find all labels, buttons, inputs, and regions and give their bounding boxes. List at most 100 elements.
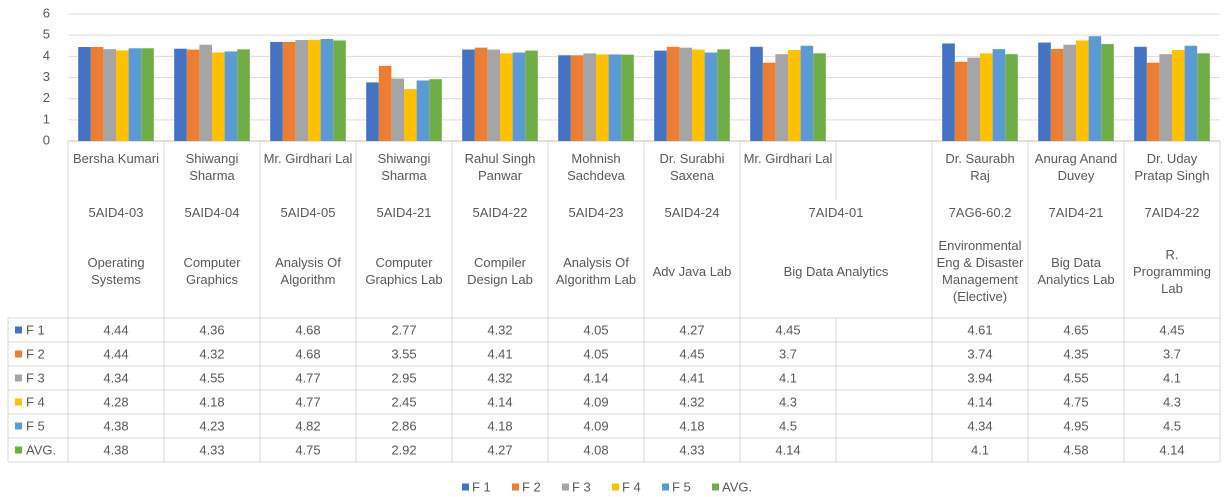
bar: [608, 54, 622, 142]
row-label: F 3: [26, 370, 45, 385]
subject-label: Big Data Analytics: [783, 263, 889, 279]
table-value: 2.95: [391, 370, 416, 385]
code-label: 5AID4-21: [376, 205, 432, 220]
table-value: 4.5: [1163, 418, 1181, 433]
table-value: 4.32: [487, 370, 512, 385]
subject-label: Computer Graphics Lab: [365, 255, 443, 287]
subject-label: R. Programming Lab: [1132, 246, 1212, 296]
row-label: F 5: [26, 418, 45, 433]
bar: [1076, 40, 1089, 142]
table-value: 4.32: [199, 346, 224, 361]
legend-key: [15, 326, 22, 334]
table-value: 4.5: [779, 418, 797, 433]
table-value: 3.7: [1163, 346, 1181, 361]
legend-key: [712, 483, 719, 491]
table-value: 4.09: [583, 394, 608, 409]
table-value: 4.14: [775, 442, 800, 457]
bar: [462, 49, 475, 142]
legend-label: F 3: [572, 479, 591, 494]
table-value: 4.27: [679, 322, 704, 337]
bar: [282, 41, 296, 141]
table-value: 4.68: [295, 346, 320, 361]
bar: [474, 47, 488, 141]
category-label: Shiwangi Sharma: [185, 151, 239, 183]
legend-key: [662, 483, 669, 491]
table-value: 4.41: [679, 370, 704, 385]
table-value: 4.23: [199, 418, 224, 433]
table-value: 4.1: [779, 370, 797, 385]
bar: [429, 79, 442, 141]
subject-label: Analysis Of Algorithm Lab: [555, 255, 637, 287]
bar: [141, 48, 154, 141]
legend-label: F 2: [522, 479, 541, 494]
table-value: 4.35: [1063, 346, 1088, 361]
table-value: 4.82: [295, 418, 320, 433]
table-value: 4.68: [295, 322, 320, 337]
category-label: Shiwangi Sharma: [377, 151, 431, 183]
legend-key: [512, 483, 519, 491]
bar: [270, 41, 283, 141]
table-value: 2.86: [391, 418, 416, 433]
bar: [1159, 54, 1172, 141]
table-value: 4.45: [679, 346, 704, 361]
bar: [186, 49, 200, 142]
table-value: 4.77: [295, 394, 320, 409]
table-value: 4.95: [1063, 418, 1088, 433]
table-value: 3.55: [391, 346, 416, 361]
subject-label: Environmental Eng & Disaster Management …: [936, 238, 1024, 304]
table-value: 2.77: [391, 322, 416, 337]
bar: [224, 51, 238, 142]
table-value: 4.14: [583, 370, 608, 385]
table-value: 4.14: [967, 394, 992, 409]
legend-key: [15, 398, 22, 406]
table-value: 4.38: [103, 442, 128, 457]
bar: [621, 54, 634, 141]
table-value: 2.92: [391, 442, 416, 457]
bar: [800, 45, 814, 141]
bar: [980, 53, 993, 142]
bar: [1146, 62, 1160, 141]
bar: [692, 49, 705, 142]
y-tick-label: 6: [43, 5, 50, 20]
table-value: 3.94: [967, 370, 992, 385]
code-label: 5AID4-04: [184, 205, 240, 220]
y-tick-label: 2: [43, 90, 50, 105]
legend-key: [15, 374, 22, 382]
table-value: 4.14: [487, 394, 512, 409]
bar: [308, 40, 321, 141]
table-value: 4.28: [103, 394, 128, 409]
table-value: 4.3: [779, 394, 797, 409]
table-value: 4.14: [1159, 442, 1184, 457]
code-label: 7AID4-21: [1048, 205, 1104, 220]
table-value: 4.58: [1063, 442, 1088, 457]
bar: [116, 50, 129, 142]
bar: [717, 49, 730, 142]
table-value: 4.1: [971, 442, 989, 457]
bar: [500, 53, 513, 142]
table-value: 4.44: [103, 322, 128, 337]
table-value: 4.38: [103, 418, 128, 433]
code-label: 7AID4-22: [1144, 205, 1200, 220]
category-label: Dr. Surabhi Saxena: [659, 151, 725, 183]
table-value: 2.45: [391, 394, 416, 409]
legend-key: [462, 483, 469, 491]
table-value: 4.75: [295, 442, 320, 457]
bar: [212, 52, 225, 142]
bar: [199, 44, 212, 141]
bar: [596, 54, 609, 142]
table-value: 4.75: [1063, 394, 1088, 409]
bar: [967, 57, 980, 141]
table-value: 4.05: [583, 322, 608, 337]
code-label: 5AID4-23: [568, 205, 624, 220]
bar: [1005, 54, 1018, 141]
bar: [704, 52, 718, 142]
bar: [813, 53, 826, 142]
table-value: 4.55: [199, 370, 224, 385]
table-value: 4.34: [103, 370, 128, 385]
legend-key: [15, 422, 22, 430]
bar: [1088, 36, 1102, 141]
bar: [775, 54, 788, 141]
row-label: F 2: [26, 346, 45, 361]
table-value: 4.3: [1163, 394, 1181, 409]
